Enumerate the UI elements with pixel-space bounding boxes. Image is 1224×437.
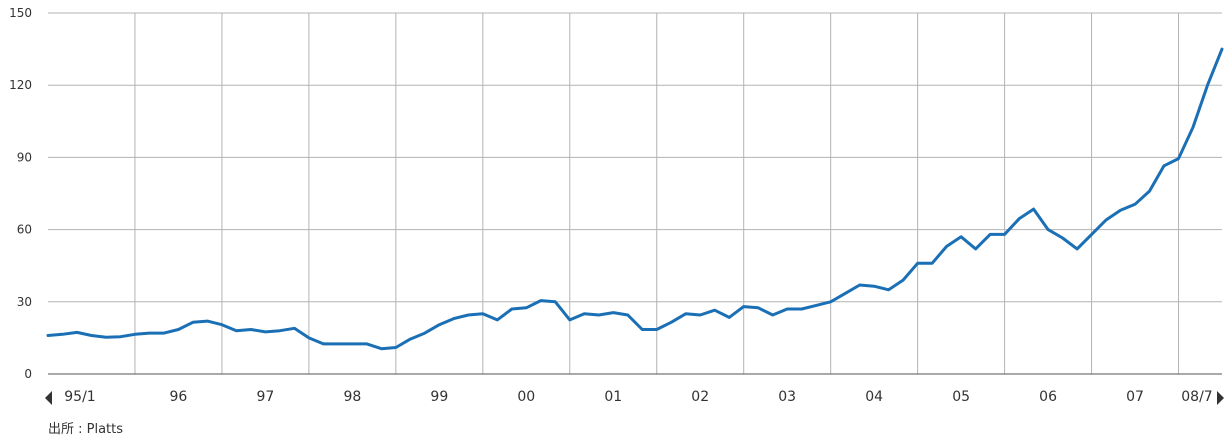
x-tick-label: 06: [1039, 389, 1057, 405]
x-tick-label: 96: [170, 389, 188, 405]
source-note: 出所 : Platts: [48, 422, 124, 437]
grid-lines: [48, 12, 1222, 374]
x-tick-label: 97: [256, 389, 274, 405]
x-tick-label: 95/1: [64, 389, 95, 405]
x-tick-label: 04: [865, 389, 883, 405]
y-tick-label: 60: [17, 223, 32, 237]
x-tick-label: 01: [604, 389, 622, 405]
x-tick-label: 05: [952, 389, 970, 405]
x-tick-label: 08/7: [1181, 389, 1212, 405]
y-tick-label: 150: [9, 6, 32, 20]
series-layer: [46, 47, 1224, 351]
y-tick-label: 120: [9, 78, 32, 92]
axis-start-arrow-icon: [45, 391, 52, 405]
series-line: [46, 47, 1224, 351]
y-tick-label: 0: [24, 367, 32, 381]
y-tick-label: 30: [17, 295, 32, 309]
x-tick-label: 98: [343, 389, 361, 405]
x-tick-label: 07: [1126, 389, 1144, 405]
y-axis-tick-labels: 0 30 60 90 120 150: [9, 6, 32, 381]
x-tick-label: 00: [517, 389, 535, 405]
x-axis-tick-labels: 95/1 96 97 98 99 00 01 02 03 04 05 06 07 08/7: [45, 389, 1224, 405]
x-tick-label: 99: [430, 389, 448, 405]
y-tick-label: 90: [17, 150, 32, 164]
axis-end-arrow-icon: [1217, 391, 1224, 405]
x-tick-label: 03: [778, 389, 796, 405]
x-tick-label: 02: [691, 389, 709, 405]
